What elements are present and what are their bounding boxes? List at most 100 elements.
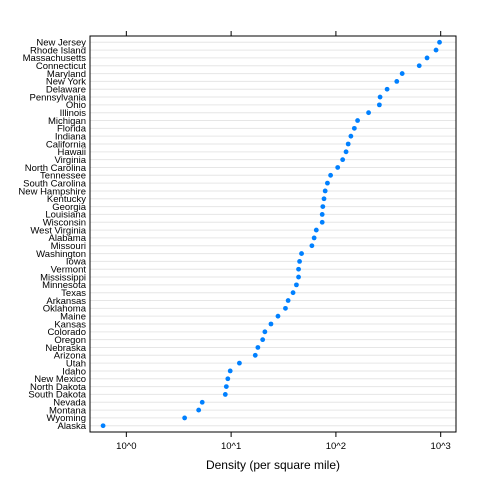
data-point — [196, 407, 202, 413]
data-point — [294, 282, 299, 288]
data-point — [268, 321, 274, 327]
data-point — [437, 39, 442, 45]
data-point — [384, 86, 390, 92]
state-label: Michigan — [48, 116, 86, 127]
state-label: Minnesota — [42, 280, 87, 291]
data-point — [322, 188, 328, 194]
state-label: Nebraska — [45, 343, 86, 354]
state-label: Wyoming — [46, 413, 86, 424]
data-point — [343, 149, 349, 155]
data-point — [299, 251, 304, 256]
gridlines — [90, 41, 456, 427]
data-point — [377, 94, 383, 100]
data-point — [355, 118, 360, 123]
data-point — [313, 227, 319, 233]
state-label: Maryland — [47, 69, 86, 80]
data-point — [399, 71, 405, 76]
x-tick-label: 10^3 — [431, 441, 451, 452]
state-label: Georgia — [52, 202, 87, 213]
data-point — [424, 55, 430, 61]
data-point — [283, 305, 288, 311]
data-point — [296, 266, 301, 272]
data-point — [340, 157, 346, 163]
x-axis-ticks: 10^0 10^1 10^2 10^3 — [116, 31, 451, 452]
state-label: Nevada — [53, 398, 86, 409]
state-label: Florida — [57, 124, 87, 135]
plot-panel — [89, 35, 457, 433]
state-label: Arizona — [54, 351, 87, 362]
state-label: Ohio — [66, 100, 86, 111]
state-label: Alabama — [49, 233, 87, 244]
state-label: Iowa — [66, 257, 87, 268]
data-point — [328, 172, 334, 178]
data-point — [319, 212, 325, 217]
state-label: Maine — [60, 311, 86, 322]
data-point — [227, 368, 233, 374]
data-point — [366, 110, 371, 116]
state-label: Idaho — [62, 366, 86, 377]
x-axis-title: Density (per square mile) — [206, 458, 340, 472]
data-point — [348, 133, 354, 139]
data-point — [290, 290, 296, 296]
x-tick-label: 10^0 — [116, 441, 136, 452]
data-point — [222, 392, 228, 397]
data-point — [225, 376, 231, 382]
state-label: North Carolina — [25, 163, 87, 174]
state-label: Arkansas — [46, 296, 86, 307]
state-label: Rhode Island — [30, 45, 86, 56]
data-point — [416, 63, 422, 69]
state-label: Virginia — [54, 155, 86, 166]
data-point — [351, 125, 357, 131]
state-label: Kentucky — [47, 194, 86, 205]
state-label: North Dakota — [30, 382, 87, 393]
state-label: Oklahoma — [43, 304, 87, 315]
data-point — [376, 102, 382, 108]
data-point — [335, 165, 341, 170]
data-point — [260, 337, 266, 343]
state-label: Alaska — [57, 421, 86, 432]
state-label: Mississippi — [40, 272, 86, 283]
data-point — [275, 313, 281, 319]
state-label: South Carolina — [23, 178, 87, 189]
state-label: South Dakota — [28, 390, 86, 401]
data-point — [262, 329, 268, 335]
data-point — [285, 298, 291, 303]
data-point — [320, 204, 326, 210]
state-label: Montana — [49, 405, 87, 416]
state-label: Wisconsin — [43, 218, 86, 229]
data-point — [321, 196, 327, 202]
state-label: Utah — [66, 358, 86, 369]
state-label: California — [46, 139, 87, 150]
data-point — [182, 415, 188, 421]
state-label: Texas — [61, 288, 86, 299]
data-point — [223, 384, 229, 390]
data-point — [345, 141, 351, 147]
data-point — [311, 235, 317, 241]
state-label: Tennessee — [40, 171, 86, 182]
x-tick-label: 10^2 — [326, 441, 346, 452]
state-label: Vermont — [51, 265, 87, 276]
state-label: West Virginia — [30, 225, 86, 236]
x-tick-label: 10^1 — [221, 441, 241, 452]
state-label: Hawaii — [57, 147, 86, 158]
state-label: Oregon — [54, 335, 86, 346]
data-point — [325, 180, 330, 186]
state-label: Delaware — [46, 85, 86, 96]
state-label: Indiana — [55, 131, 87, 142]
state-label: Massachusetts — [23, 53, 87, 64]
state-label: New Hampshire — [18, 186, 86, 197]
state-label: New York — [46, 77, 86, 88]
data-point — [255, 345, 261, 350]
data-point — [433, 47, 439, 53]
data-point — [319, 219, 325, 225]
state-label: Illinois — [60, 108, 87, 119]
state-label: New Jersey — [36, 38, 86, 49]
data-point — [296, 274, 301, 280]
state-label: Missouri — [51, 241, 86, 252]
data-point — [237, 360, 242, 366]
data-point — [297, 258, 302, 264]
data-points — [100, 39, 442, 429]
data-point — [252, 352, 258, 358]
